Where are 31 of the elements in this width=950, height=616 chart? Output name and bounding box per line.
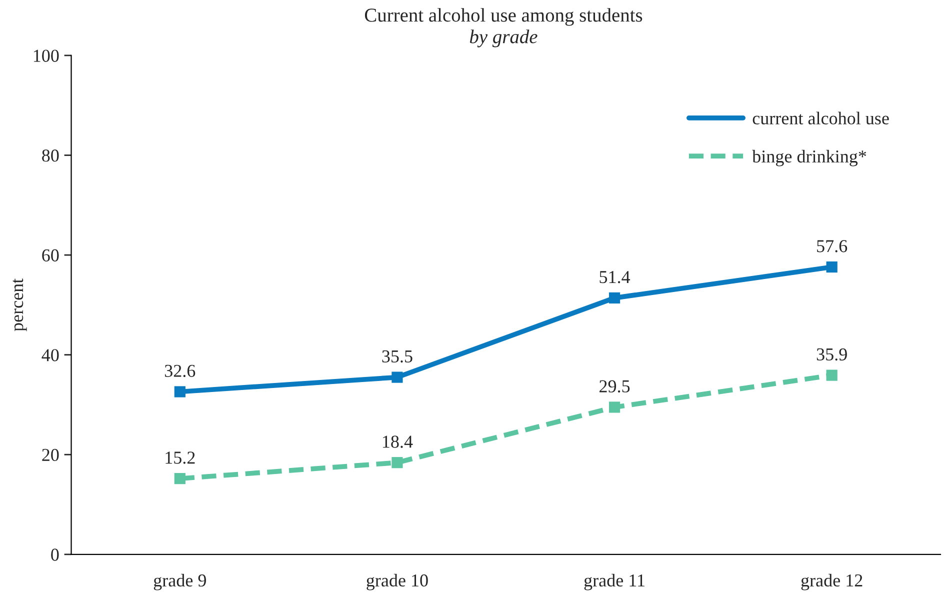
y-tick-label: 40 [42,349,59,362]
data-label: 29.5 [600,380,630,393]
data-label: 57.6 [817,240,848,252]
chart-subtitle: by grade [470,30,538,48]
y-axis-title: percent [12,278,27,332]
x-tick-label: grade 11 [584,574,644,590]
chart-title: Current alcohol use among students [364,8,642,26]
data-label: 18.4 [383,436,413,448]
y-tick-label: 80 [42,149,59,162]
point [174,473,186,484]
point [826,261,838,273]
y-tick-label: 100 [34,50,59,62]
x-tick-label: grade 9 [154,574,206,590]
legend-label: current alcohol use [752,112,889,124]
y-tick-label: 60 [42,249,59,262]
data-label: 35.5 [382,350,412,363]
legend-label: binge drinking* [752,150,866,166]
y-tick-label: 20 [42,448,59,462]
data-label: 35.9 [816,348,847,361]
point [608,402,620,413]
point [392,372,403,383]
y-tick-label: 0 [51,548,59,561]
data-label: 32.6 [164,364,196,378]
x-tick-label: grade 12 [801,574,862,590]
point [608,292,620,304]
data-label: 51.4 [600,271,630,284]
x-tick-label: grade 10 [366,574,428,590]
point [174,386,186,398]
data-label: 15.2 [166,452,195,464]
point [392,457,403,468]
point [826,370,838,381]
